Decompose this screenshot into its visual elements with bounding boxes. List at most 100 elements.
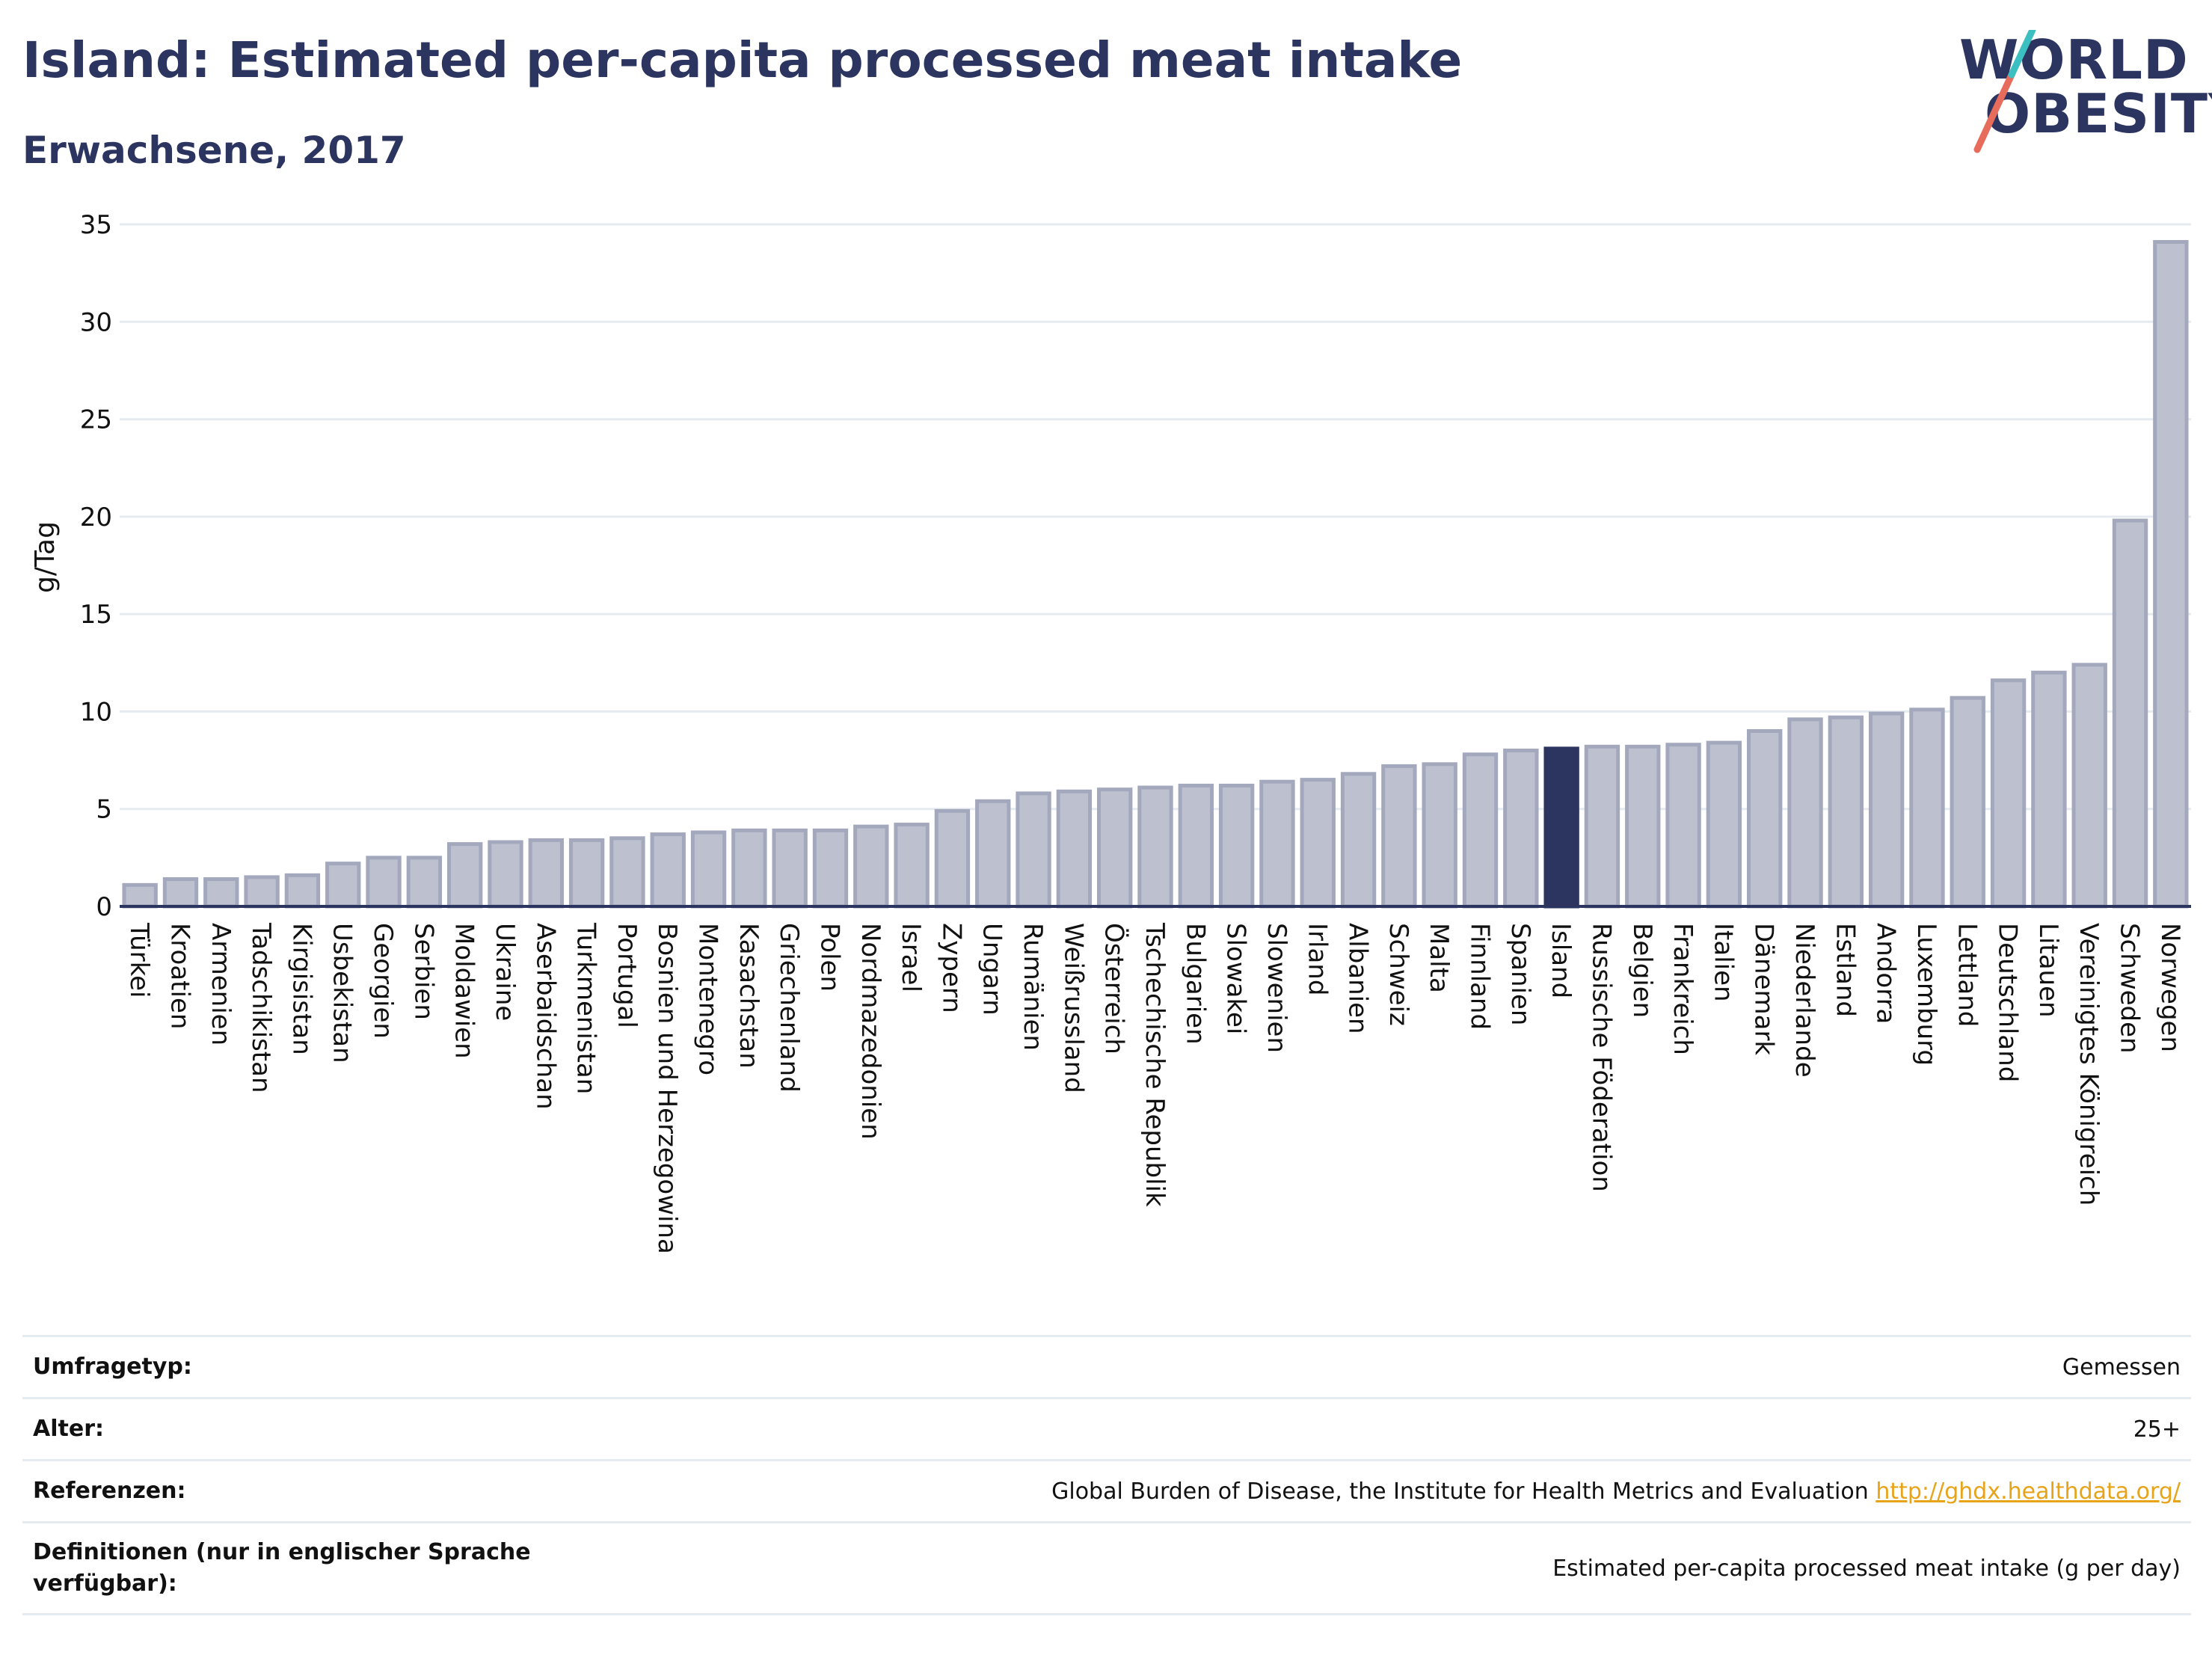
bar-israel[interactable] — [894, 823, 930, 909]
bar-spanien[interactable] — [1503, 749, 1539, 909]
bar-litauen[interactable] — [2031, 670, 2067, 909]
y-tick-label: 30 — [80, 307, 112, 337]
info-value: Global Burden of Disease, the Institute … — [1051, 1479, 2181, 1505]
bar-armenien[interactable] — [203, 877, 239, 909]
info-row-references: Referenzen: Global Burden of Disease, th… — [22, 1459, 2191, 1521]
bar-ukraine[interactable] — [488, 840, 523, 909]
bar-albanien[interactable] — [1340, 772, 1377, 909]
x-tick-label: Spanien — [1505, 923, 1535, 1025]
x-tick-label: Albanien — [1343, 923, 1373, 1034]
bar-finnland[interactable] — [1462, 752, 1499, 909]
y-tick-label: 20 — [80, 503, 112, 532]
x-tick-label: Usbekistan — [328, 923, 357, 1063]
bar-italien[interactable] — [1706, 740, 1742, 909]
x-tick-label: Tadschikistan — [246, 922, 276, 1093]
x-tick-label: Vereinigtes Königreich — [2074, 923, 2104, 1206]
bar-usbekistan[interactable] — [325, 862, 361, 909]
x-tick-label: Bosnien und Herzegowina — [652, 923, 682, 1254]
bar-tadschikistan[interactable] — [244, 875, 280, 909]
bar-dänemark[interactable] — [1747, 728, 1783, 909]
grid-lines — [120, 223, 2191, 811]
x-tick-label: Bulgarien — [1180, 923, 1210, 1045]
bar-bulgarien[interactable] — [1178, 783, 1214, 909]
bar-rumänien[interactable] — [1016, 791, 1051, 909]
x-tick-label: Serbien — [408, 923, 438, 1020]
x-tick-label: Georgien — [368, 923, 398, 1039]
bar-turkmenistan[interactable] — [568, 838, 605, 909]
bar-andorra[interactable] — [1868, 711, 1905, 909]
bar-luxemburg[interactable] — [1909, 707, 1945, 909]
bar-schweiz[interactable] — [1381, 764, 1417, 909]
bar-estland[interactable] — [1828, 715, 1864, 909]
bar-irland[interactable] — [1300, 778, 1336, 909]
bar-türkei[interactable] — [122, 882, 158, 909]
bar-georgien[interactable] — [366, 856, 402, 909]
bar-slowenien[interactable] — [1259, 779, 1295, 909]
bar-norwegen[interactable] — [2153, 239, 2189, 909]
bar-chart: 0 5 10 15 20 25 30 35 g/Tag Türkei Kroatien Armen… — [30, 210, 2191, 1254]
x-tick-label: Norwegen — [2155, 923, 2185, 1052]
world-obesity-logo[interactable]: WORLD OBESITY — [1952, 28, 2212, 157]
info-value: Gemessen — [2062, 1354, 2181, 1381]
x-tick-label: Portugal — [612, 923, 642, 1028]
bar-österreich[interactable] — [1097, 787, 1133, 909]
bar-weißrussland[interactable] — [1056, 789, 1093, 909]
x-tick-label: Kroatien — [165, 923, 194, 1029]
info-value: Estimated per-capita processed meat inta… — [1552, 1555, 2181, 1582]
x-tick-label: Frankreich — [1668, 923, 1698, 1055]
bar-zypern[interactable] — [934, 808, 971, 909]
bar-vereinigtes-königreich[interactable] — [2071, 663, 2107, 909]
bar-malta[interactable] — [1422, 762, 1457, 909]
info-row-survey-type: Umfragetyp: Gemessen — [22, 1335, 2191, 1397]
bar-belgien[interactable] — [1625, 744, 1661, 909]
chart-title: Island: Estimated per-capita processed m… — [22, 31, 1463, 89]
bar-lettland[interactable] — [1950, 696, 1985, 909]
y-tick-label: 25 — [80, 405, 112, 435]
bar-polen[interactable] — [812, 828, 849, 909]
x-tick-label: Türkei — [124, 922, 154, 998]
bar-moldawien[interactable] — [446, 842, 483, 909]
bar-island[interactable] — [1543, 746, 1579, 909]
logo-slash-icon — [1973, 30, 2036, 153]
x-tick-label: Litauen — [2033, 923, 2063, 1018]
bar-griechenland[interactable] — [772, 828, 808, 909]
bar-portugal[interactable] — [609, 836, 645, 909]
bar-tschechische-republik[interactable] — [1137, 785, 1173, 909]
reference-link[interactable]: http://ghdx.healthdata.org/ — [1875, 1478, 2181, 1505]
bar-ungarn[interactable] — [975, 799, 1011, 909]
x-tick-label: Moldawien — [449, 923, 479, 1059]
x-tick-label: Montenegro — [693, 923, 723, 1075]
info-row-age: Alter: 25+ — [22, 1397, 2191, 1459]
x-tick-label: Polen — [814, 923, 844, 992]
bar-slowakei[interactable] — [1218, 783, 1255, 909]
bar-montenegro[interactable] — [690, 830, 727, 909]
info-row-definitions: Definitionen (nur in englischer Sprache … — [22, 1521, 2191, 1615]
bar-nordmazedonien[interactable] — [853, 824, 889, 909]
bar-kirgisistan[interactable] — [284, 873, 321, 909]
bar-aserbaidschan[interactable] — [528, 838, 564, 909]
chart-subtitle: Erwachsene, 2017 — [22, 129, 406, 172]
bars — [122, 239, 2189, 909]
logo-text-line2: OBESITY — [1985, 82, 2212, 145]
info-label: Umfragetyp: — [33, 1354, 192, 1380]
bar-kroatien[interactable] — [162, 877, 199, 909]
x-tick-label: Russische Föderation — [1586, 923, 1616, 1192]
bar-deutschland[interactable] — [1990, 678, 2027, 909]
x-tick-label: Finnland — [1465, 923, 1495, 1030]
x-tick-label: Deutschland — [1993, 923, 2023, 1082]
bar-schweden[interactable] — [2112, 518, 2148, 909]
x-tick-label: Rumänien — [1018, 923, 1048, 1051]
x-tick-label: Ukraine — [490, 923, 520, 1021]
x-tick-label: Niederlande — [1789, 923, 1819, 1078]
bar-bosnien-und-herzegowina[interactable] — [650, 832, 686, 909]
bar-serbien[interactable] — [406, 856, 443, 909]
y-tick-label: 35 — [80, 210, 112, 240]
logo-text-line1: WORLD — [1959, 28, 2189, 91]
bar-frankreich[interactable] — [1665, 743, 1701, 909]
info-table: Umfragetyp: Gemessen Alter: 25+ Referenz… — [22, 1335, 2191, 1615]
bar-kasachstan[interactable] — [731, 828, 767, 909]
bar-russische-föderation[interactable] — [1584, 744, 1620, 909]
x-tick-label: Weißrussland — [1058, 923, 1088, 1093]
info-value: 25+ — [2133, 1416, 2181, 1443]
bar-niederlande[interactable] — [1787, 717, 1823, 909]
